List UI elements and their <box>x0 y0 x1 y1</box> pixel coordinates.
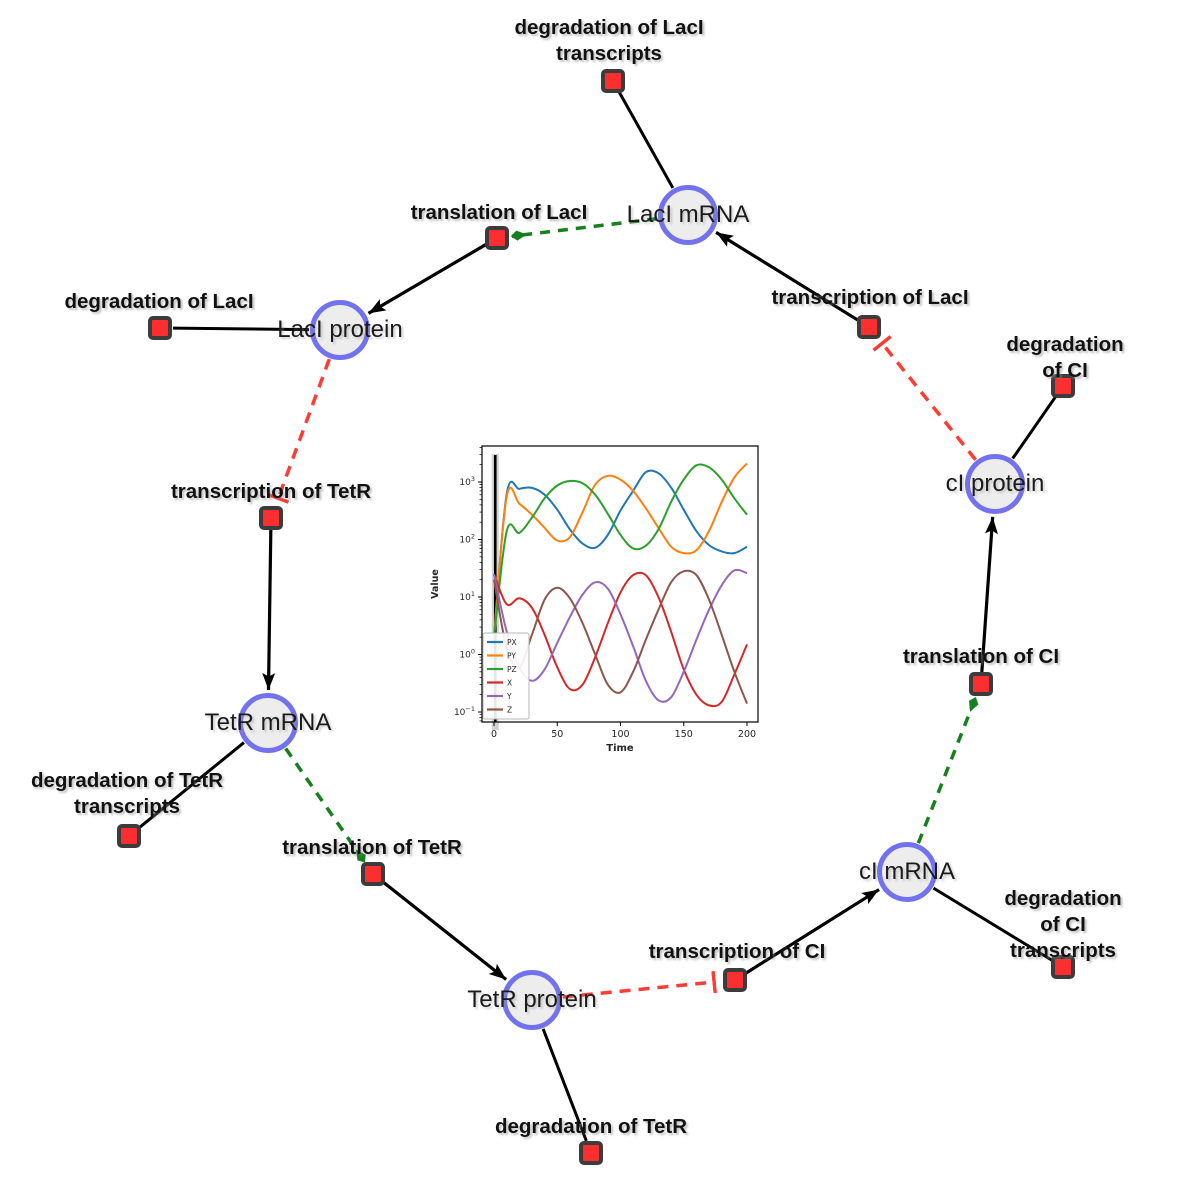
y-tick-label: 103 <box>459 475 475 488</box>
edge-laci-protein-deg-laci <box>172 326 310 332</box>
y-tick-label: 100 <box>459 648 475 661</box>
legend-label-y: Y <box>506 692 512 701</box>
edge-translation-ci-ci-protein <box>980 516 998 673</box>
series-x <box>493 571 748 708</box>
series-pz <box>493 463 748 638</box>
edge-transcription-ci-ci-mrna <box>744 888 880 975</box>
edge-tetr-protein-deg-tetr <box>541 1028 588 1142</box>
x-axis-label: Time <box>606 743 634 754</box>
reaction-node-deg-laci[interactable] <box>148 316 172 340</box>
legend-label-x: X <box>507 678 512 687</box>
edge-ci-protein-transcription-laci <box>872 335 977 461</box>
legend-label-px: PX <box>507 638 517 647</box>
reaction-node-translation-ci[interactable] <box>969 672 993 696</box>
y-tick-label: 102 <box>459 533 475 546</box>
chart-series-group <box>493 462 748 708</box>
reaction-node-transcription-laci[interactable] <box>857 315 881 339</box>
x-tick-label: 100 <box>611 729 629 740</box>
y-tick-label: 101 <box>459 590 475 603</box>
reaction-node-deg-ci-transcripts[interactable] <box>1051 955 1075 979</box>
reaction-node-deg-tetr[interactable] <box>579 1141 603 1165</box>
edge-tetr-mrna-translation-tetr <box>284 747 366 863</box>
series-z <box>493 569 748 704</box>
edge-laci-mrna-translation-laci <box>510 216 658 241</box>
edge-ci-mrna-deg-ci-transcripts <box>932 886 1053 962</box>
legend-label-pz: PZ <box>507 665 517 674</box>
edge-translation-tetr-tetr-protein <box>381 880 508 981</box>
edge-laci-protein-transcription-tetr <box>267 358 331 504</box>
edge-ci-protein-deg-ci <box>1011 395 1057 460</box>
edge-translation-laci-laci-protein <box>367 242 488 315</box>
timecourse-chart: 0 50 100 150 200 103 102 101 100 10−1 Time Value PX P… <box>428 436 780 766</box>
legend-label-z: Z <box>507 705 512 714</box>
edge-transcription-tetr-tetr-mrna <box>262 529 276 691</box>
edge-ci-mrna-translation-ci <box>916 697 979 844</box>
reaction-node-translation-laci[interactable] <box>485 226 509 250</box>
edge-tetr-protein-transcription-ci <box>562 970 717 999</box>
series-py <box>493 462 748 638</box>
y-axis-label: Value <box>430 569 441 599</box>
reaction-node-transcription-ci[interactable] <box>723 968 747 992</box>
x-tick-label: 150 <box>675 729 693 740</box>
edge-transcription-laci-laci-mrna <box>715 231 860 323</box>
reaction-node-deg-tetr-transcripts[interactable] <box>117 824 141 848</box>
reaction-node-deg-ci[interactable] <box>1051 374 1075 398</box>
edge-tetr-mrna-deg-tetr-transcripts <box>138 741 245 829</box>
species-node-ci-protein[interactable] <box>965 454 1025 514</box>
series-y <box>493 568 748 703</box>
x-tick-label: 0 <box>491 729 497 740</box>
legend-label-py: PY <box>507 651 516 660</box>
x-tick-label: 50 <box>551 729 563 740</box>
x-tick-label: 200 <box>738 729 756 740</box>
edge-laci-mrna-deg-laci-transcripts <box>618 91 675 189</box>
reaction-node-deg-laci-transcripts[interactable] <box>601 69 625 93</box>
reaction-node-transcription-tetr[interactable] <box>259 506 283 530</box>
legend-box <box>482 632 530 720</box>
species-node-laci-mrna[interactable] <box>658 185 718 245</box>
species-node-ci-mrna[interactable] <box>877 842 937 902</box>
reaction-node-translation-tetr[interactable] <box>361 862 385 886</box>
species-node-tetr-mrna[interactable] <box>238 693 298 753</box>
species-node-laci-protein[interactable] <box>310 300 370 360</box>
species-node-tetr-protein[interactable] <box>502 970 562 1030</box>
y-tick-label: 10−1 <box>454 705 475 718</box>
